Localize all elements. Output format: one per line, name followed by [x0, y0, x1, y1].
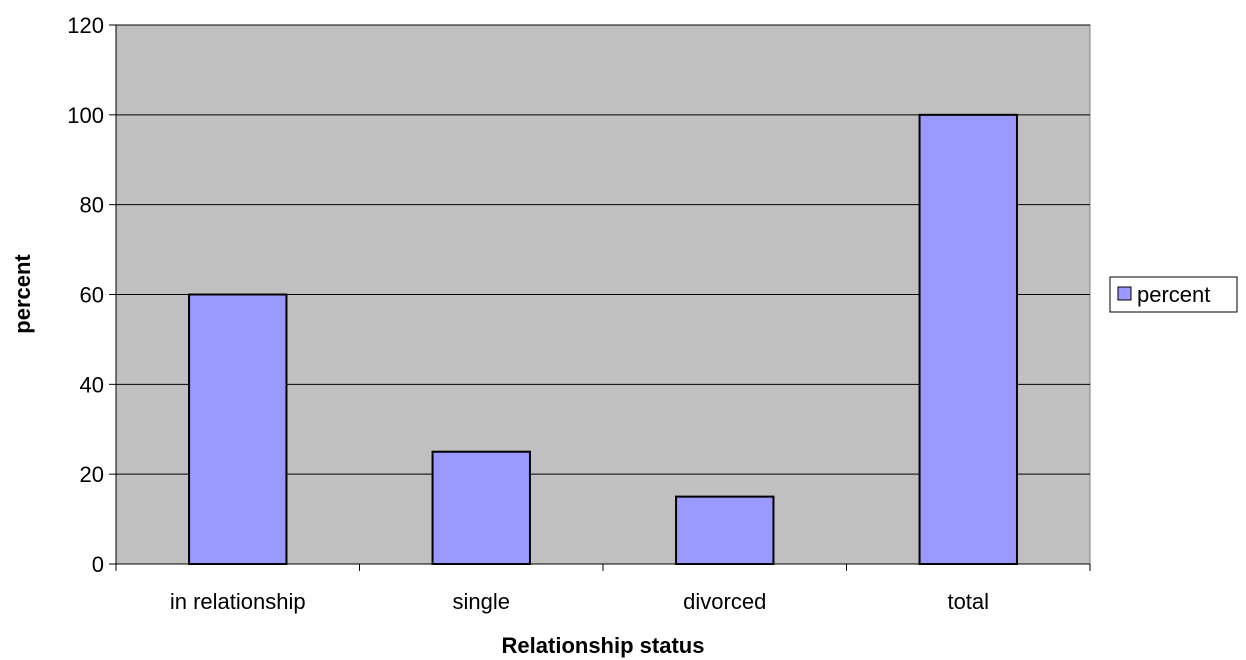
y-tick-label: 20: [80, 462, 104, 487]
bars: [188, 113, 1018, 566]
y-axis-title: percent: [10, 254, 35, 334]
y-tick-label: 0: [92, 552, 104, 577]
y-tick-label: 80: [80, 193, 104, 218]
y-tick-label: 40: [80, 372, 104, 397]
y-tick-label: 60: [80, 283, 104, 308]
y-tick-label: 120: [67, 13, 104, 38]
x-tick-label: in relationship: [170, 589, 306, 614]
bar-in-relationship: [188, 293, 288, 565]
bar-divorced: [675, 495, 775, 565]
bar-single: [431, 450, 531, 566]
legend: percent: [1109, 276, 1238, 313]
bar-total: [918, 113, 1018, 565]
y-tick-label: 100: [67, 103, 104, 128]
legend-label: percent: [1137, 282, 1210, 307]
y-ticks: 0 20 40 60 80 100 120: [67, 13, 116, 577]
legend-swatch: [1117, 286, 1132, 301]
x-tick-label: single: [453, 589, 510, 614]
x-tick-label: total: [947, 589, 989, 614]
x-axis-title: Relationship status: [502, 633, 705, 658]
x-ticks: in relationship single divorced total: [115, 564, 1091, 614]
x-tick-label: divorced: [683, 589, 766, 614]
